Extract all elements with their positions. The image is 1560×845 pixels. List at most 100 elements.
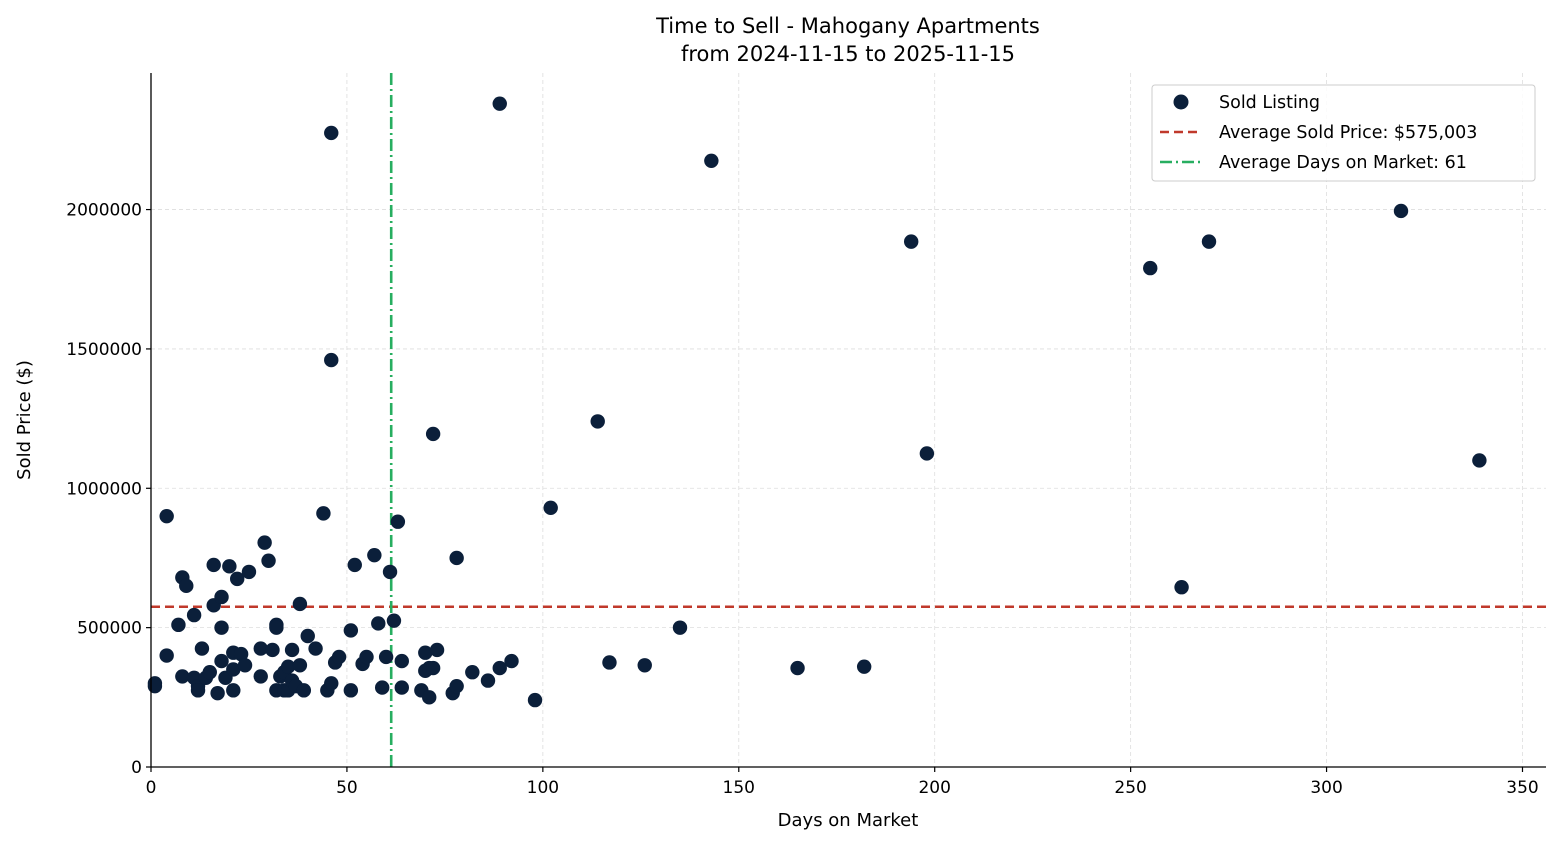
data-point — [602, 655, 617, 670]
legend-label-avg-days: Average Days on Market: 61 — [1219, 153, 1467, 173]
data-point — [324, 125, 339, 141]
data-point — [504, 653, 519, 669]
data-point — [465, 665, 480, 680]
data-point — [1393, 203, 1409, 219]
data-point — [449, 678, 464, 694]
data-point — [292, 596, 308, 612]
reference-lines — [151, 73, 1546, 767]
data-point — [237, 658, 253, 673]
data-point — [179, 578, 194, 594]
data-point — [449, 550, 464, 566]
data-point — [175, 669, 190, 684]
y-axis-label: Sold Price ($) — [14, 360, 35, 480]
data-point — [296, 683, 312, 698]
x-tick-label: 300 — [1310, 778, 1342, 798]
chart-title: Time to Sell - Mahogany Apartments — [655, 14, 1040, 38]
data-point — [492, 660, 507, 676]
data-point — [378, 649, 394, 665]
data-point — [371, 616, 386, 631]
data-point — [308, 641, 323, 656]
data-point — [159, 648, 174, 663]
data-point — [390, 514, 406, 529]
data-point — [480, 673, 496, 688]
data-point — [1143, 260, 1158, 276]
data-point — [210, 685, 225, 701]
data-point — [359, 649, 374, 665]
data-point — [543, 500, 558, 515]
data-point — [367, 547, 382, 563]
data-point — [919, 446, 935, 461]
data-point — [226, 683, 241, 698]
data-point — [269, 620, 284, 635]
data-point — [253, 669, 268, 684]
data-point — [253, 641, 268, 656]
data-point — [226, 662, 241, 677]
data-point — [425, 426, 441, 442]
data-point — [637, 658, 652, 673]
legend-marker-sold-listing — [1173, 94, 1189, 110]
chart-subtitle: from 2024-11-15 to 2025-11-15 — [681, 42, 1015, 66]
legend-label-sold-listing: Sold Listing — [1219, 93, 1320, 113]
data-point — [856, 659, 872, 674]
data-point — [1472, 453, 1487, 468]
data-point — [386, 613, 402, 628]
data-point — [324, 352, 339, 368]
y-tick-label: 1000000 — [66, 479, 142, 499]
data-point — [214, 589, 229, 605]
data-point — [394, 653, 409, 669]
y-tick-label: 1500000 — [66, 340, 142, 360]
data-point — [331, 649, 347, 665]
data-point — [382, 564, 398, 580]
data-point — [186, 607, 202, 623]
data-point — [425, 660, 441, 676]
x-tick-label: 150 — [723, 778, 755, 798]
x-tick-label: 250 — [1114, 778, 1146, 798]
data-point — [257, 535, 272, 550]
data-point — [147, 678, 163, 694]
legend-label-avg-price: Average Sold Price: $575,003 — [1219, 123, 1477, 143]
data-point — [316, 506, 331, 521]
data-point — [903, 234, 919, 249]
x-tick-label: 100 — [527, 778, 559, 798]
data-points — [147, 96, 1487, 708]
data-point — [284, 642, 300, 658]
data-point — [206, 557, 221, 573]
data-point — [171, 617, 186, 633]
x-axis-label: Days on Market — [778, 810, 919, 831]
data-point — [292, 658, 308, 673]
data-point — [202, 665, 217, 680]
x-tick-label: 350 — [1506, 778, 1538, 798]
data-point — [233, 646, 249, 662]
data-point — [343, 623, 359, 638]
x-tick-label: 200 — [918, 778, 950, 798]
data-point — [280, 659, 296, 674]
data-point — [241, 564, 257, 580]
data-point — [422, 690, 437, 705]
y-ticks: 0 500000 1000000 1500000 2000000 — [66, 201, 151, 778]
data-point — [590, 414, 605, 429]
data-point — [374, 680, 390, 695]
data-point — [492, 96, 507, 111]
x-tick-label: 0 — [146, 778, 157, 798]
y-tick-label: 500000 — [77, 619, 142, 639]
axes — [150, 73, 1546, 768]
data-point — [324, 676, 339, 691]
legend: Sold Listing Average Sold Price: $575,00… — [1151, 84, 1536, 182]
data-point — [429, 642, 445, 658]
data-point — [394, 680, 409, 695]
data-point — [343, 683, 359, 698]
data-point — [1174, 580, 1189, 595]
data-point — [190, 683, 206, 698]
data-point — [214, 653, 229, 669]
data-point — [347, 557, 362, 573]
data-point — [222, 559, 237, 574]
data-point — [300, 628, 315, 644]
data-point — [194, 641, 210, 656]
data-point — [1201, 234, 1217, 249]
data-point — [672, 620, 688, 635]
data-point — [790, 660, 805, 676]
data-point — [230, 571, 245, 587]
data-point — [527, 692, 543, 708]
y-tick-label: 0 — [131, 758, 142, 778]
